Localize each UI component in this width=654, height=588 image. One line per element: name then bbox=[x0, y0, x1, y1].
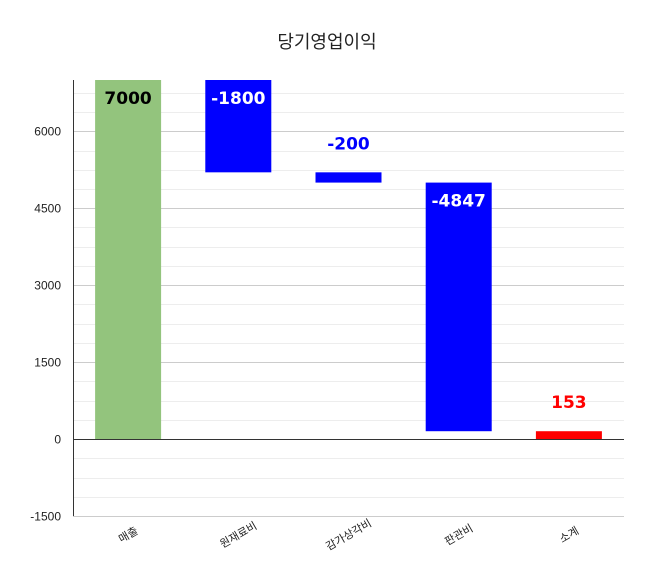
bars bbox=[95, 80, 602, 440]
data-label: 153 bbox=[551, 393, 587, 413]
x-tick-label: 소계 bbox=[557, 524, 581, 545]
y-tick-label: 0 bbox=[54, 433, 61, 447]
y-tick-labels: -1500 0 1500 3000 4500 6000 bbox=[30, 125, 61, 524]
y-tick-label: -1500 bbox=[30, 510, 61, 524]
chart-title: 당기영업이익 bbox=[277, 32, 376, 53]
bar bbox=[95, 80, 162, 440]
x-tick-label: 감가상각비 bbox=[324, 517, 374, 554]
y-tick-label: 1500 bbox=[34, 356, 61, 370]
y-tick-label: 3000 bbox=[34, 279, 61, 293]
x-tick-label: 판관비 bbox=[443, 522, 476, 548]
y-tick-label: 6000 bbox=[34, 125, 61, 139]
x-tick-labels: 매출 원재료비 감가상각비 판관비 소계 bbox=[116, 517, 581, 554]
bar bbox=[315, 172, 382, 183]
data-label: 7000 bbox=[104, 89, 151, 109]
axes bbox=[73, 80, 624, 516]
bar bbox=[205, 80, 272, 173]
data-label: -1800 bbox=[211, 89, 266, 109]
data-label: -4847 bbox=[432, 192, 486, 212]
data-labels: 7000 -1800 -200 -4847 153 bbox=[104, 89, 586, 413]
grid-lines bbox=[73, 93, 624, 517]
data-label: -200 bbox=[327, 134, 370, 154]
x-tick-label: 원재료비 bbox=[218, 519, 260, 551]
x-tick-label: 매출 bbox=[116, 524, 140, 545]
y-tick-label: 4500 bbox=[34, 202, 61, 216]
bar bbox=[535, 431, 602, 440]
bar bbox=[425, 182, 492, 432]
